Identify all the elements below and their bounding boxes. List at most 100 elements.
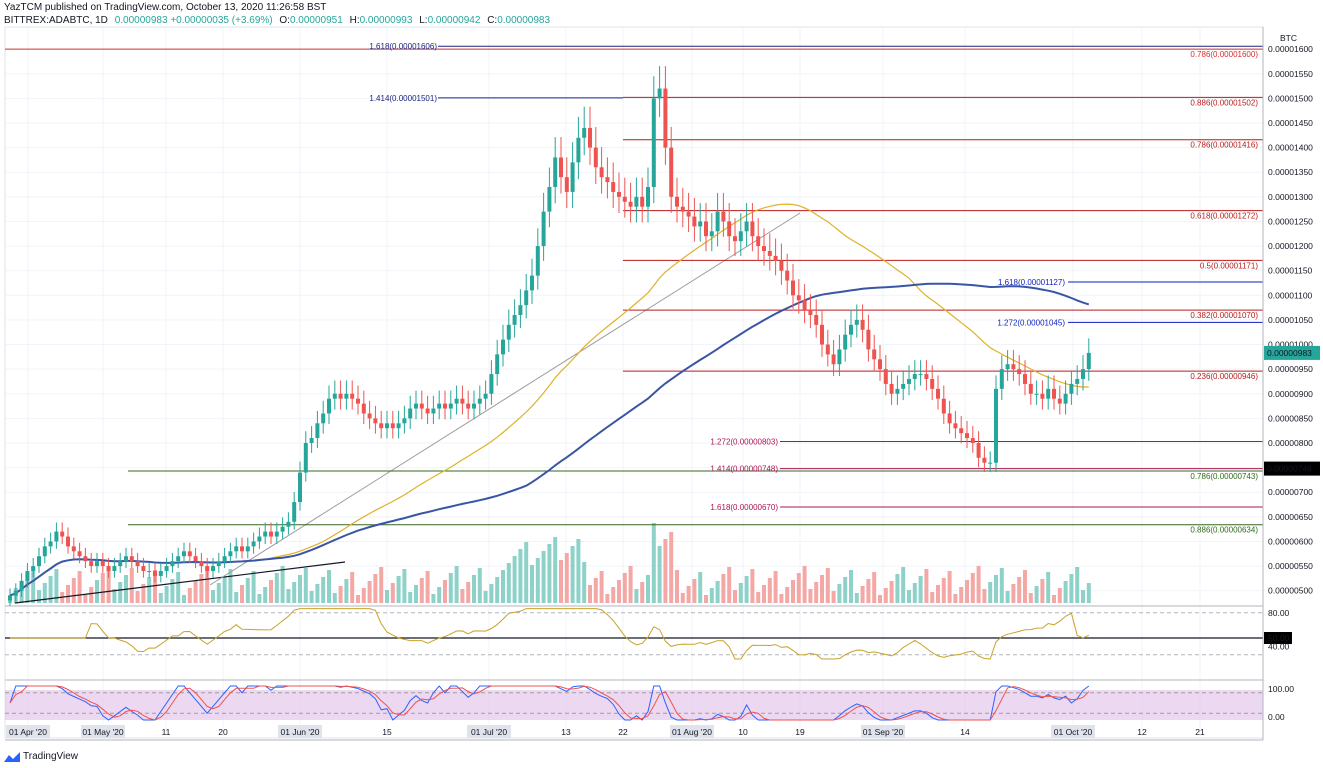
candle-body xyxy=(129,556,134,562)
volume-bar xyxy=(901,567,906,603)
candle-body xyxy=(193,556,198,562)
candle-body xyxy=(501,339,505,355)
candle-body xyxy=(779,260,784,271)
candle-body xyxy=(71,546,76,552)
candle-body xyxy=(1017,369,1022,375)
volume-bar xyxy=(976,566,981,603)
candle-body xyxy=(1057,398,1062,404)
candle-body xyxy=(54,531,59,542)
volume-bar xyxy=(785,587,790,603)
candle-body xyxy=(1034,393,1039,395)
time-tick-bg xyxy=(467,725,511,738)
volume-bar xyxy=(994,575,998,603)
candle-body xyxy=(582,127,587,138)
volume-bar xyxy=(947,571,952,603)
volume-bar xyxy=(240,585,244,603)
open-value: 0.00000951 xyxy=(289,15,343,26)
volume-bar xyxy=(640,582,645,603)
volume-bar xyxy=(419,578,424,603)
candle-body xyxy=(1005,364,1010,370)
volume-bar xyxy=(883,588,888,603)
volume-bar xyxy=(309,591,314,603)
volume-bar xyxy=(292,582,297,603)
volume-bar xyxy=(443,580,447,603)
volume-bar xyxy=(918,576,923,603)
volume-bar xyxy=(553,537,558,603)
volume-bar xyxy=(692,579,697,603)
candle-body xyxy=(1011,364,1016,370)
volume-bar xyxy=(669,532,674,603)
high-value: 0.00000993 xyxy=(359,15,413,26)
candle-body xyxy=(367,413,372,419)
volume-bar xyxy=(280,566,285,603)
volume-bar xyxy=(1075,567,1080,603)
fib-level-label: 0.5(0.00001171) xyxy=(1200,261,1258,270)
volume-bar xyxy=(924,569,929,603)
candle-body xyxy=(141,566,146,571)
volume-bar xyxy=(518,549,523,603)
candle-body xyxy=(1069,383,1074,394)
extension-level-label: 1.414(0.00001501) xyxy=(369,94,437,103)
tradingview-footer[interactable]: TradingView xyxy=(4,751,78,762)
price-tick-label: 0.00001000 xyxy=(1268,340,1313,350)
volume-bar xyxy=(767,578,772,603)
rsi-tick-label: 80.00 xyxy=(1268,608,1290,618)
candle-body xyxy=(303,443,308,473)
candle-body xyxy=(448,403,453,409)
volume-bar xyxy=(1046,572,1051,603)
symbol-label[interactable]: BITTREX:ADABTC, 1D xyxy=(4,15,108,26)
candle-body xyxy=(570,162,575,192)
stoch-d-line xyxy=(9,685,1090,721)
ohlc-legend: BITTREX:ADABTC, 1D 0.00000983 +0.0000003… xyxy=(4,15,550,26)
candle-body xyxy=(802,300,807,311)
candle-body xyxy=(483,393,488,399)
candle-body xyxy=(1075,379,1080,384)
fib-level-label: 0.382(0.00001070) xyxy=(1190,311,1258,320)
volume-bar xyxy=(837,584,842,603)
candle-body xyxy=(593,147,598,168)
volume-bar xyxy=(727,567,732,603)
price-tick-label: 0.00001250 xyxy=(1268,216,1313,226)
candle-body xyxy=(158,571,163,576)
time-tick-label: 01 May '20 xyxy=(82,727,124,737)
candle-body xyxy=(808,310,813,315)
volume-bar xyxy=(106,566,111,603)
volume-bar xyxy=(315,584,320,603)
candle-body xyxy=(541,211,546,247)
candle-body xyxy=(60,531,65,537)
volume-bar xyxy=(675,570,679,603)
price-tick-label: 0.00000700 xyxy=(1268,487,1313,497)
candle-body xyxy=(965,433,969,439)
candle-body xyxy=(553,157,558,187)
volume-bar xyxy=(286,589,291,603)
price-tick-label: 0.00000600 xyxy=(1268,536,1313,546)
candle-body xyxy=(535,246,540,276)
time-tick-label: 20 xyxy=(218,727,228,737)
candle-body xyxy=(257,536,262,542)
candle-body xyxy=(617,191,621,197)
candle-body xyxy=(530,275,534,291)
candle-body xyxy=(657,88,662,99)
volume-bar xyxy=(437,587,442,603)
volume-bar xyxy=(506,563,511,603)
candle-body xyxy=(988,462,993,464)
candle-body xyxy=(1023,374,1027,384)
price-tick-label: 0.00001550 xyxy=(1268,69,1313,79)
candle-body xyxy=(443,403,447,409)
volume-bar xyxy=(1011,584,1016,603)
volume-bar xyxy=(25,574,30,603)
fib-levels: 0.786(0.00001600) 0.886(0.00001502) 0.786(… xyxy=(5,42,1263,604)
volume-bar xyxy=(733,590,737,603)
volume-bar xyxy=(1017,577,1022,603)
candle-body xyxy=(286,521,291,527)
volume-bar xyxy=(704,595,708,603)
extension-level-label: 1.618(0.00001606) xyxy=(369,42,437,51)
publish-info-text: YazTCM published on TradingView.com, Oct… xyxy=(4,2,327,13)
candle-body xyxy=(941,398,946,414)
candle-body xyxy=(512,315,517,325)
time-tick-bg xyxy=(6,725,50,738)
candle-body xyxy=(947,413,952,424)
candle-body xyxy=(437,403,442,409)
time-tick-bg xyxy=(861,725,905,738)
